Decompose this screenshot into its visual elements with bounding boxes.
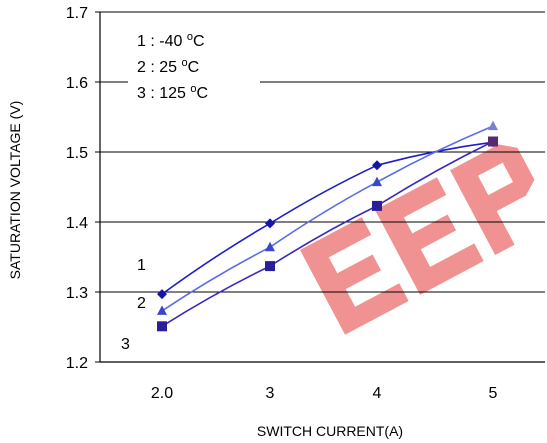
data-point-s3-0 xyxy=(157,321,167,332)
legend-entry-3: 3 : 125 oC xyxy=(137,83,208,102)
legend-background xyxy=(128,22,260,104)
x-axis-title: SWITCH CURRENT(A) xyxy=(257,423,403,439)
curve-label-2: 2 xyxy=(137,295,146,312)
gridlines xyxy=(100,11,545,293)
y-axis-title: SATURATION VOLTAGE (V) xyxy=(7,101,23,280)
data-point-s2-0 xyxy=(157,305,167,315)
series-line-2 xyxy=(161,125,494,312)
x-tick-label-0: 2.0 xyxy=(151,385,173,402)
data-point-s1-0 xyxy=(157,289,167,300)
data-point-s1-1 xyxy=(265,218,275,229)
axes: 1.2 1.3 1.4 1.5 1.6 1.7 2.0 3 4 5 xyxy=(66,5,545,402)
data-point-s2-2 xyxy=(372,176,382,187)
y-tick-label-0: 1.2 xyxy=(66,355,88,372)
series-line-3 xyxy=(161,140,494,327)
legend-entry-2: 2 : 25 oC xyxy=(137,57,199,76)
legend-entry-1: 1 : -40 oC xyxy=(137,31,205,50)
data-point-s3-3 xyxy=(488,136,498,147)
data-point-s3-2 xyxy=(372,200,382,211)
legend: 1 : -40 oC 2 : 25 oC 3 : 125 oC xyxy=(128,22,260,104)
x-tick-label-1: 3 xyxy=(266,385,275,402)
data-point-s2-3 xyxy=(488,120,498,131)
series-line-1 xyxy=(161,141,494,295)
y-tick-label-5: 1.7 xyxy=(66,5,88,22)
x-tick-label-3: 5 xyxy=(489,385,498,402)
y-tick-label-3: 1.5 xyxy=(66,145,88,162)
data-point-s2-1 xyxy=(265,241,275,252)
series-layer xyxy=(157,120,498,332)
data-point-s3-1 xyxy=(265,261,275,272)
watermark-logo xyxy=(300,144,535,335)
y-tick-label-1: 1.3 xyxy=(66,285,88,302)
data-point-s1-2 xyxy=(372,160,382,171)
y-tick-label-4: 1.6 xyxy=(66,75,88,92)
x-tick-label-2: 4 xyxy=(373,385,382,402)
y-tick-label-2: 1.4 xyxy=(66,215,88,232)
curve-label-1: 1 xyxy=(137,257,146,274)
curve-label-3: 3 xyxy=(121,336,130,353)
